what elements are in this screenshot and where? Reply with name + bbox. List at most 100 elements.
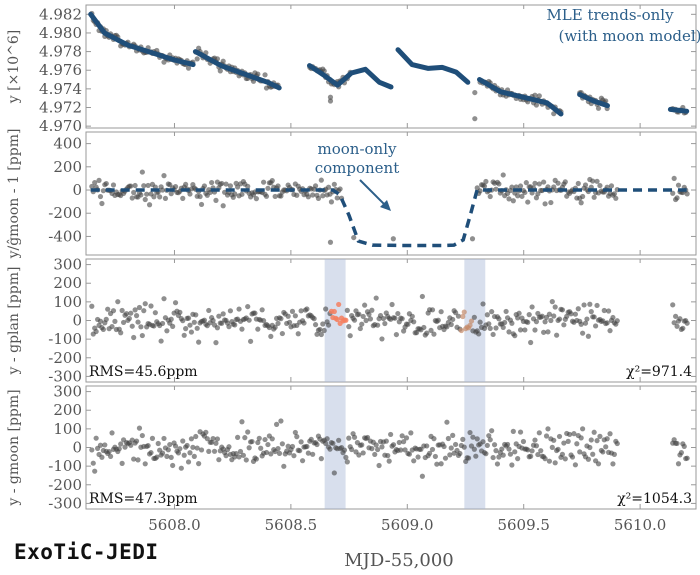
data-point bbox=[248, 338, 254, 344]
data-point bbox=[201, 183, 208, 189]
data-point bbox=[487, 193, 493, 200]
data-point bbox=[541, 329, 547, 335]
data-point bbox=[318, 331, 324, 338]
data-point bbox=[220, 311, 226, 317]
data-point bbox=[289, 308, 296, 314]
data-point bbox=[483, 451, 489, 457]
data-point bbox=[331, 181, 337, 187]
data-point bbox=[532, 180, 538, 186]
data-point bbox=[369, 446, 375, 452]
data-point bbox=[131, 334, 137, 341]
data-point bbox=[107, 453, 114, 460]
panel-moon-residual: 400 200 0 -200 -400 y/ĝmoon - 1 [ppm] moon-onl… bbox=[5, 129, 697, 259]
data-point bbox=[438, 309, 444, 315]
data-point bbox=[674, 323, 680, 329]
data-point bbox=[477, 188, 483, 194]
data-point bbox=[255, 326, 261, 332]
data-point bbox=[243, 457, 249, 463]
data-point bbox=[670, 190, 676, 196]
data-point bbox=[311, 316, 317, 322]
data-point bbox=[673, 313, 679, 319]
data-point bbox=[421, 324, 427, 331]
data-point bbox=[473, 453, 479, 459]
data-point bbox=[255, 439, 261, 446]
data-point bbox=[131, 456, 137, 462]
data-point bbox=[263, 449, 270, 456]
data-point bbox=[216, 457, 222, 463]
data-point bbox=[493, 448, 499, 454]
data-point bbox=[320, 321, 326, 327]
data-point bbox=[273, 421, 280, 427]
data-point bbox=[351, 434, 358, 440]
data-point bbox=[233, 450, 239, 457]
data-point bbox=[461, 309, 467, 315]
data-point bbox=[89, 183, 95, 190]
data-point bbox=[360, 313, 366, 320]
y-tick-label: 400 bbox=[53, 135, 82, 153]
data-point bbox=[145, 182, 151, 189]
data-point bbox=[487, 325, 493, 331]
trend-model-line bbox=[88, 11, 196, 68]
data-point bbox=[317, 326, 323, 333]
data-point bbox=[382, 320, 388, 327]
data-point bbox=[496, 316, 502, 322]
model-annotation: (with moon model) bbox=[558, 27, 700, 45]
data-point bbox=[517, 327, 524, 333]
data-point bbox=[582, 182, 589, 188]
data-point bbox=[351, 234, 357, 241]
data-point bbox=[198, 201, 205, 208]
data-point bbox=[499, 446, 505, 452]
data-point bbox=[93, 328, 99, 335]
data-point bbox=[252, 310, 258, 316]
data-point bbox=[275, 183, 281, 189]
data-point bbox=[118, 441, 124, 447]
y-tick-label: 100 bbox=[53, 293, 82, 311]
data-point bbox=[591, 194, 597, 200]
data-point bbox=[363, 317, 369, 324]
data-point bbox=[139, 432, 145, 439]
data-point bbox=[401, 439, 407, 445]
data-point bbox=[588, 309, 594, 315]
y-tick-label: 4.976 bbox=[39, 61, 82, 79]
data-point bbox=[517, 429, 524, 435]
data-point bbox=[532, 327, 538, 333]
data-point bbox=[344, 459, 350, 465]
data-point bbox=[587, 301, 593, 307]
data-point bbox=[304, 443, 310, 450]
data-point bbox=[126, 315, 132, 322]
data-point bbox=[183, 181, 189, 188]
data-point bbox=[344, 307, 350, 313]
data-point bbox=[301, 320, 307, 326]
x-tick-label: 5608.5 bbox=[265, 516, 318, 534]
data-point bbox=[554, 332, 560, 338]
rms-label: RMS=45.6ppm bbox=[89, 364, 198, 380]
data-point bbox=[580, 330, 586, 336]
data-point bbox=[292, 429, 298, 436]
data-point bbox=[194, 445, 200, 451]
data-point bbox=[295, 331, 301, 337]
x-tick-label: 5610.0 bbox=[614, 516, 667, 534]
data-point bbox=[681, 443, 687, 450]
data-point bbox=[604, 436, 610, 442]
data-point bbox=[402, 447, 408, 453]
data-point bbox=[93, 435, 99, 441]
data-point bbox=[196, 339, 202, 345]
data-point bbox=[139, 169, 145, 175]
data-point bbox=[334, 316, 340, 323]
data-point bbox=[503, 308, 509, 315]
data-point bbox=[360, 450, 366, 456]
data-point bbox=[327, 239, 334, 245]
data-point bbox=[500, 324, 506, 330]
data-point bbox=[536, 93, 542, 99]
data-point bbox=[237, 448, 244, 455]
data-point bbox=[331, 470, 337, 476]
data-point bbox=[226, 324, 232, 330]
data-point bbox=[325, 184, 332, 190]
data-point bbox=[210, 435, 216, 442]
data-point bbox=[431, 331, 437, 337]
data-point bbox=[201, 317, 208, 323]
data-point bbox=[141, 183, 147, 189]
data-point bbox=[366, 311, 372, 317]
data-point bbox=[373, 442, 379, 448]
